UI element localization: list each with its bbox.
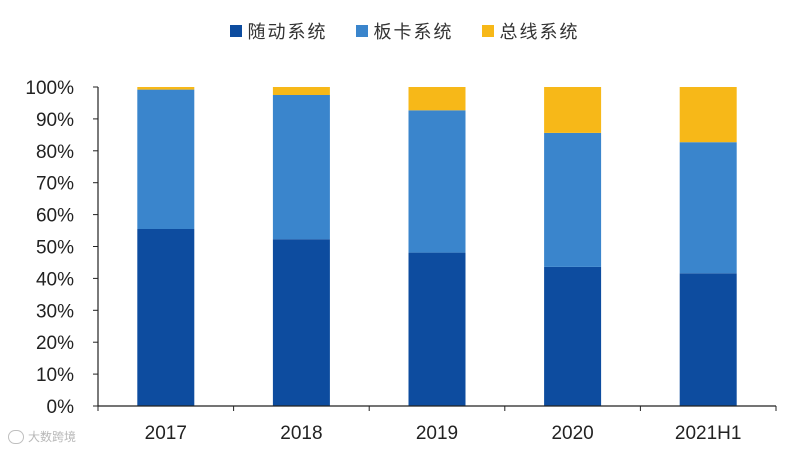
- x-tick-label: 2021H1: [675, 423, 742, 444]
- legend-swatch-series-2: [355, 25, 368, 37]
- legend-label-series-2: 板卡系统: [373, 22, 454, 43]
- y-tick-label: 70%: [36, 174, 74, 195]
- bar-segment-2019-series-3: [408, 87, 466, 111]
- bar-segment-2017-series-3: [137, 87, 195, 90]
- x-tick-label: 2020: [551, 423, 593, 444]
- legend-label-series-3: 总线系统: [499, 22, 580, 43]
- y-tick-label: 60%: [36, 206, 74, 227]
- bar-segment-2020-series-3: [544, 87, 602, 133]
- bar-segment-2018-series-3: [272, 87, 330, 95]
- bar-segment-2019-series-2: [408, 110, 466, 253]
- legend-swatch-series-3: [481, 25, 494, 37]
- bar-segment-2021H1-series-3: [679, 87, 737, 143]
- bar-segment-2018-series-2: [272, 95, 330, 240]
- legend-item-series-1: 随动系统: [229, 18, 328, 44]
- bar-segment-2017-series-1: [137, 229, 195, 406]
- bar-segment-2020-series-1: [544, 266, 602, 406]
- y-tick-label: 50%: [36, 238, 74, 259]
- y-tick-label: 0%: [47, 397, 75, 418]
- legend-swatch-series-1: [229, 25, 242, 37]
- chart-legend: 随动系统 板卡系统 总线系统: [0, 18, 809, 44]
- legend-item-series-2: 板卡系统: [355, 18, 454, 44]
- bar-segment-2020-series-2: [544, 132, 602, 267]
- x-tick-label: 2019: [416, 423, 458, 444]
- bar-segment-2017-series-2: [137, 89, 195, 229]
- y-tick-label: 100%: [25, 78, 74, 99]
- legend-item-series-3: 总线系统: [481, 18, 580, 44]
- bar-segment-2021H1-series-2: [679, 142, 737, 274]
- y-tick-label: 90%: [36, 110, 74, 131]
- bar-segment-2018-series-1: [272, 239, 330, 406]
- bar-segment-2021H1-series-1: [679, 273, 737, 406]
- y-tick-label: 30%: [36, 301, 74, 322]
- y-tick-label: 40%: [36, 269, 74, 290]
- watermark: 大数跨境: [8, 428, 76, 445]
- legend-label-series-1: 随动系统: [247, 22, 328, 43]
- x-tick-label: 2018: [280, 423, 322, 444]
- y-tick-label: 80%: [36, 142, 74, 163]
- bar-segment-2019-series-1: [408, 252, 466, 406]
- watermark-text: 大数跨境: [28, 430, 77, 444]
- circle-logo-icon: [8, 429, 24, 444]
- x-tick-label: 2017: [145, 423, 187, 444]
- y-tick-label: 10%: [36, 365, 74, 386]
- y-tick-label: 20%: [36, 333, 74, 354]
